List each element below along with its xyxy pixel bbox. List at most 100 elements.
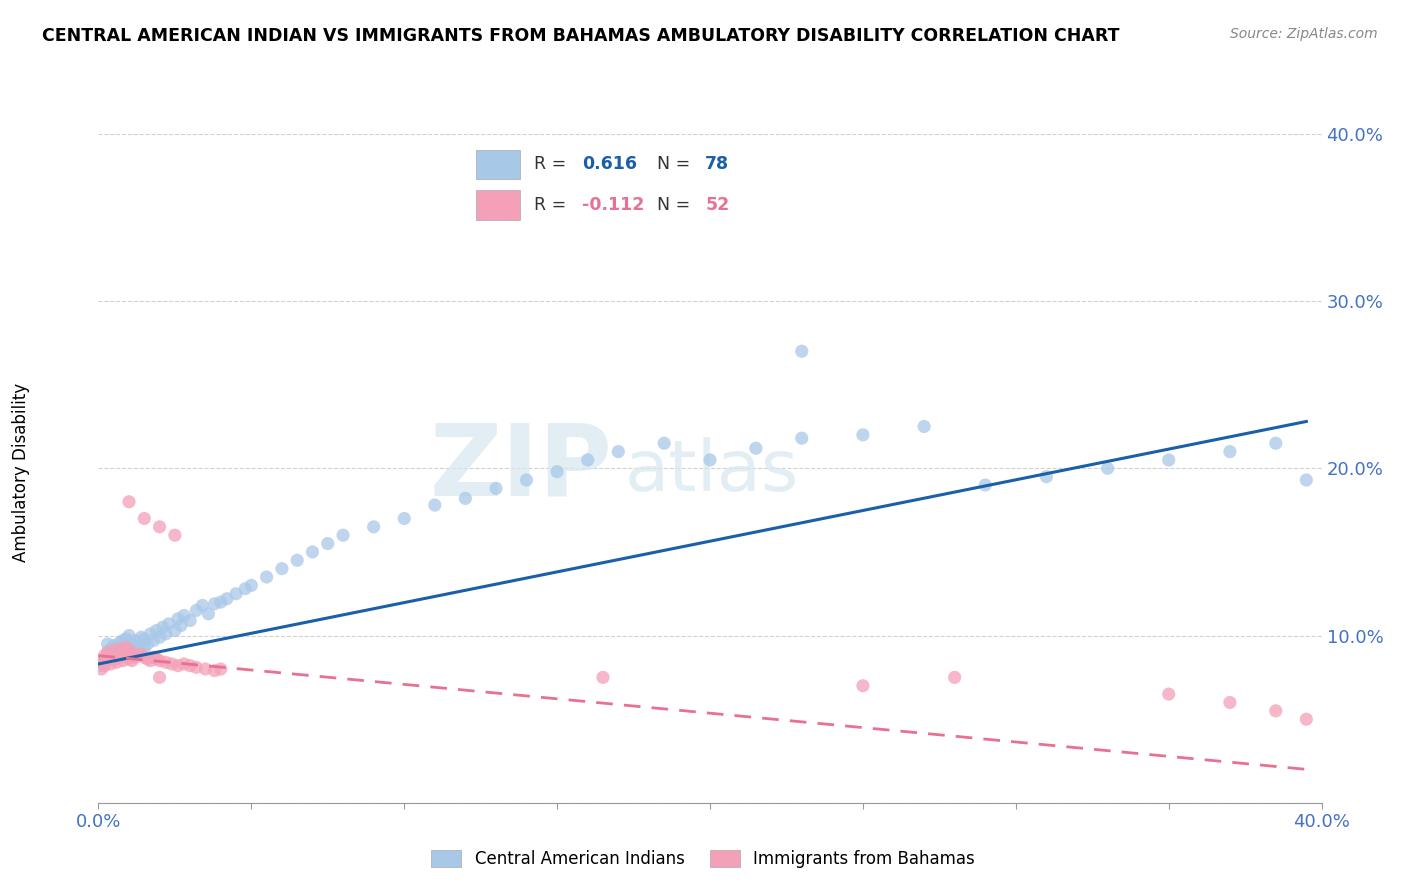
Point [179, 658, 201, 673]
Point [1295, 712, 1317, 726]
Point [1097, 461, 1119, 475]
Point [1157, 453, 1180, 467]
Point [93, 654, 115, 668]
Point [108, 650, 131, 665]
Point [173, 608, 195, 623]
Point [652, 436, 675, 450]
Point [160, 657, 183, 671]
Point [209, 595, 232, 609]
Point [204, 597, 226, 611]
Point [105, 655, 128, 669]
Point [103, 643, 125, 657]
Point [142, 633, 165, 648]
Point [124, 650, 146, 665]
Point [105, 648, 128, 663]
Point [111, 647, 134, 661]
Point [270, 562, 292, 576]
Point [233, 582, 256, 596]
Point [105, 640, 128, 655]
Point [790, 431, 813, 445]
Point [1035, 469, 1057, 483]
Point [225, 587, 247, 601]
Point [745, 442, 768, 456]
Point [127, 640, 149, 655]
Point [97, 654, 120, 668]
Point [152, 620, 174, 634]
Point [209, 662, 232, 676]
Point [127, 648, 149, 663]
Point [170, 618, 193, 632]
Point [97, 637, 120, 651]
Text: Ambulatory Disability: Ambulatory Disability [13, 384, 30, 562]
Point [173, 657, 195, 671]
Point [155, 627, 177, 641]
Point [129, 630, 152, 644]
Point [118, 650, 141, 665]
Point [108, 642, 131, 657]
Point [115, 640, 138, 655]
Point [100, 648, 122, 663]
Point [607, 444, 630, 458]
Point [97, 645, 120, 659]
Point [943, 670, 966, 684]
Point [90, 654, 112, 668]
Point [149, 654, 172, 668]
Point [118, 640, 141, 655]
Legend: Central American Indians, Immigrants from Bahamas: Central American Indians, Immigrants fro… [425, 843, 981, 875]
Point [215, 591, 238, 606]
Point [149, 630, 172, 644]
Point [93, 658, 115, 673]
Point [576, 453, 599, 467]
Point [1264, 436, 1286, 450]
Point [790, 344, 813, 359]
Point [139, 627, 162, 641]
Point [108, 635, 131, 649]
Point [1219, 696, 1241, 710]
Point [115, 648, 138, 663]
Point [118, 652, 141, 666]
Point [163, 528, 186, 542]
Point [121, 637, 143, 651]
Point [332, 528, 354, 542]
Point [423, 498, 446, 512]
Point [121, 648, 143, 663]
Point [111, 633, 134, 648]
Point [115, 643, 138, 657]
Point [103, 639, 125, 653]
Point [142, 650, 165, 665]
Point [546, 465, 568, 479]
Point [157, 616, 180, 631]
Point [1295, 473, 1317, 487]
Point [204, 664, 226, 678]
Point [111, 645, 134, 659]
Point [186, 603, 208, 617]
Point [97, 645, 120, 659]
Text: CENTRAL AMERICAN INDIAN VS IMMIGRANTS FROM BAHAMAS AMBULATORY DISABILITY CORRELA: CENTRAL AMERICAN INDIAN VS IMMIGRANTS FR… [42, 27, 1119, 45]
Point [454, 491, 477, 506]
Point [1219, 444, 1241, 458]
Point [121, 654, 143, 668]
Point [100, 642, 122, 657]
Point [90, 662, 112, 676]
Point [186, 660, 208, 674]
Point [149, 520, 172, 534]
Point [118, 628, 141, 642]
Point [134, 642, 156, 657]
Point [136, 652, 159, 666]
Point [197, 607, 219, 621]
Text: atlas: atlas [624, 437, 799, 506]
Point [93, 648, 115, 663]
Point [103, 652, 125, 666]
Point [155, 655, 177, 669]
Point [136, 637, 159, 651]
Point [285, 553, 308, 567]
Point [108, 645, 131, 659]
Text: Source: ZipAtlas.com: Source: ZipAtlas.com [1230, 27, 1378, 41]
Point [240, 578, 263, 592]
Point [134, 650, 156, 665]
Point [191, 599, 214, 613]
Point [100, 648, 122, 663]
Point [167, 612, 190, 626]
Point [852, 428, 875, 442]
Point [149, 670, 172, 684]
